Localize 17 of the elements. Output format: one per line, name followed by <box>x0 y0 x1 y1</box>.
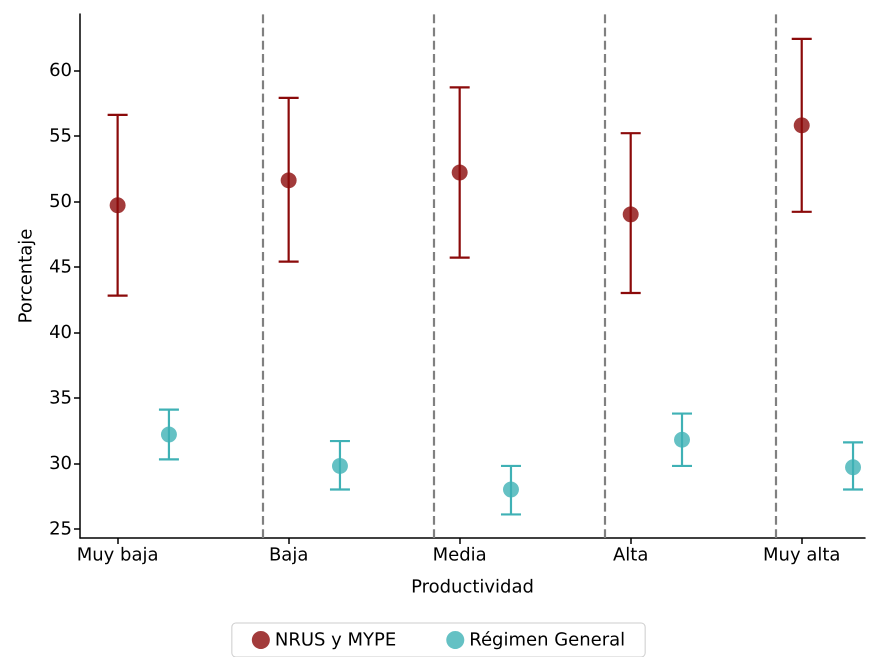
y-tick-label: 55 <box>49 125 72 146</box>
x-axis-title: Productividad <box>411 576 534 598</box>
x-tick-label: Baja <box>268 544 308 566</box>
x-tick-label: Media <box>432 544 487 566</box>
legend-label: Régimen General <box>469 630 626 650</box>
y-tick-label: 35 <box>49 387 72 408</box>
legend-label: NRUS y MYPE <box>274 630 396 650</box>
x-tick-label: Muy alta <box>763 544 840 566</box>
y-tick-label: 25 <box>49 518 72 540</box>
x-tick-label: Alta <box>612 544 648 566</box>
y-tick-label: 40 <box>49 322 72 343</box>
y-tick-label: 60 <box>49 60 72 81</box>
y-tick-label: 30 <box>49 452 72 474</box>
y-axis-title: Porcentaje <box>16 228 36 324</box>
y-tick-label: 50 <box>49 190 72 212</box>
x-tick-label: Muy baja <box>76 544 159 566</box>
y-tick-label: 45 <box>49 256 72 278</box>
